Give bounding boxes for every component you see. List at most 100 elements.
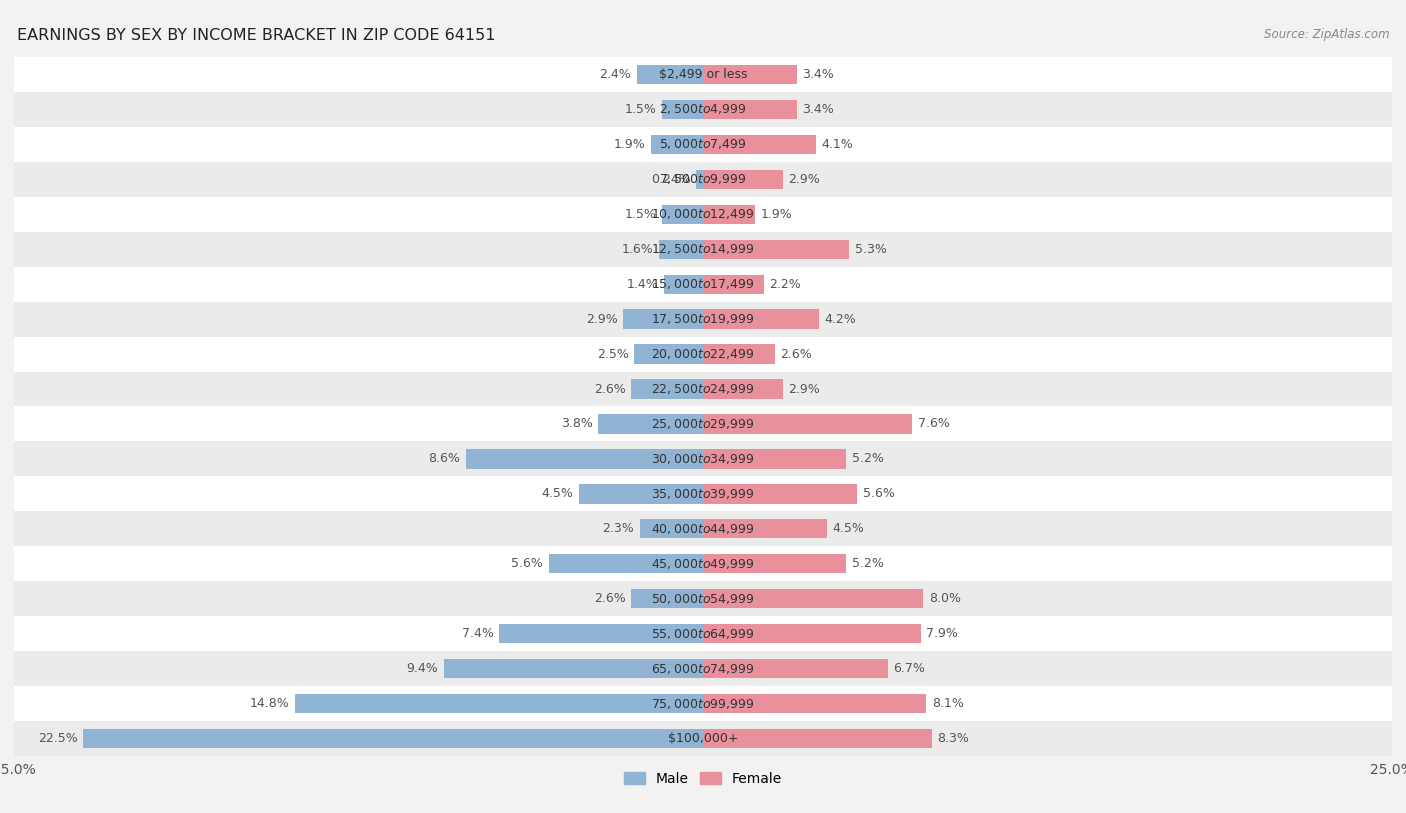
Text: $22,500 to $24,999: $22,500 to $24,999	[651, 382, 755, 396]
Text: $2,500 to $4,999: $2,500 to $4,999	[659, 102, 747, 116]
Bar	[703, 589, 924, 608]
Text: 2.9%: 2.9%	[789, 173, 820, 185]
Text: 2.2%: 2.2%	[769, 278, 801, 290]
Text: $65,000 to $74,999: $65,000 to $74,999	[651, 662, 755, 676]
Text: 2.5%: 2.5%	[596, 348, 628, 360]
Bar	[14, 686, 1392, 721]
Text: 2.6%: 2.6%	[595, 593, 626, 605]
Text: $75,000 to $99,999: $75,000 to $99,999	[651, 697, 755, 711]
Text: EARNINGS BY SEX BY INCOME BRACKET IN ZIP CODE 64151: EARNINGS BY SEX BY INCOME BRACKET IN ZIP…	[17, 28, 495, 43]
Bar	[696, 170, 703, 189]
Text: 4.5%: 4.5%	[541, 488, 574, 500]
Bar	[14, 197, 1392, 232]
Bar	[14, 651, 1392, 686]
Bar	[651, 135, 703, 154]
Text: 2.9%: 2.9%	[789, 383, 820, 395]
Text: 14.8%: 14.8%	[250, 698, 290, 710]
Bar	[703, 170, 783, 189]
Bar	[14, 337, 1392, 372]
Bar	[634, 345, 703, 363]
Bar	[14, 372, 1392, 406]
Bar	[14, 546, 1392, 581]
Bar	[703, 240, 849, 259]
Bar	[703, 659, 887, 678]
Text: $20,000 to $22,499: $20,000 to $22,499	[651, 347, 755, 361]
Text: 8.1%: 8.1%	[932, 698, 963, 710]
Text: 3.4%: 3.4%	[803, 68, 834, 80]
Text: 1.4%: 1.4%	[627, 278, 659, 290]
Text: 8.3%: 8.3%	[938, 733, 969, 745]
Text: 5.6%: 5.6%	[512, 558, 543, 570]
Text: $15,000 to $17,499: $15,000 to $17,499	[651, 277, 755, 291]
Text: $100,000+: $100,000+	[668, 733, 738, 745]
Text: 8.6%: 8.6%	[429, 453, 461, 465]
Bar	[14, 302, 1392, 337]
Text: 6.7%: 6.7%	[893, 663, 925, 675]
Text: 5.2%: 5.2%	[852, 558, 884, 570]
Bar	[662, 205, 703, 224]
Text: 2.3%: 2.3%	[602, 523, 634, 535]
Bar	[703, 205, 755, 224]
Bar	[295, 694, 703, 713]
Bar	[703, 65, 797, 84]
Bar	[703, 275, 763, 293]
Bar	[703, 135, 815, 154]
Text: $55,000 to $64,999: $55,000 to $64,999	[651, 627, 755, 641]
Bar	[14, 476, 1392, 511]
Text: $45,000 to $49,999: $45,000 to $49,999	[651, 557, 755, 571]
Bar	[579, 485, 703, 503]
Text: $40,000 to $44,999: $40,000 to $44,999	[651, 522, 755, 536]
Text: 3.8%: 3.8%	[561, 418, 593, 430]
Text: $17,500 to $19,999: $17,500 to $19,999	[651, 312, 755, 326]
Text: 3.4%: 3.4%	[803, 103, 834, 115]
Text: 7.6%: 7.6%	[918, 418, 950, 430]
Bar	[83, 729, 703, 748]
Bar	[703, 485, 858, 503]
Bar	[14, 92, 1392, 127]
Bar	[665, 275, 703, 293]
Bar	[703, 554, 846, 573]
Text: $35,000 to $39,999: $35,000 to $39,999	[651, 487, 755, 501]
Text: 5.3%: 5.3%	[855, 243, 886, 255]
Text: $30,000 to $34,999: $30,000 to $34,999	[651, 452, 755, 466]
Bar	[631, 589, 703, 608]
Text: 1.6%: 1.6%	[621, 243, 654, 255]
Bar	[703, 624, 921, 643]
Text: 0.24%: 0.24%	[651, 173, 690, 185]
Text: 2.6%: 2.6%	[595, 383, 626, 395]
Bar	[703, 520, 827, 538]
Text: 1.9%: 1.9%	[613, 138, 645, 150]
Bar	[14, 406, 1392, 441]
Text: $7,500 to $9,999: $7,500 to $9,999	[659, 172, 747, 186]
Bar	[637, 65, 703, 84]
Bar	[14, 162, 1392, 197]
Bar	[703, 100, 797, 119]
Text: 1.9%: 1.9%	[761, 208, 793, 220]
Bar	[703, 415, 912, 433]
Bar	[548, 554, 703, 573]
Text: $25,000 to $29,999: $25,000 to $29,999	[651, 417, 755, 431]
Bar	[499, 624, 703, 643]
Bar	[14, 232, 1392, 267]
Text: 4.2%: 4.2%	[824, 313, 856, 325]
Bar	[14, 127, 1392, 162]
Text: 8.0%: 8.0%	[929, 593, 960, 605]
Bar	[659, 240, 703, 259]
Bar	[14, 57, 1392, 92]
Bar	[14, 721, 1392, 756]
Text: 2.9%: 2.9%	[586, 313, 617, 325]
Text: $2,499 or less: $2,499 or less	[659, 68, 747, 80]
Text: 2.4%: 2.4%	[599, 68, 631, 80]
Bar	[662, 100, 703, 119]
Bar	[444, 659, 703, 678]
Bar	[703, 380, 783, 398]
Text: $12,500 to $14,999: $12,500 to $14,999	[651, 242, 755, 256]
Bar	[703, 694, 927, 713]
Bar	[703, 310, 818, 328]
Text: 5.6%: 5.6%	[863, 488, 894, 500]
Bar	[14, 511, 1392, 546]
Text: $5,000 to $7,499: $5,000 to $7,499	[659, 137, 747, 151]
Text: 2.6%: 2.6%	[780, 348, 811, 360]
Bar	[14, 616, 1392, 651]
Text: 1.5%: 1.5%	[624, 103, 657, 115]
